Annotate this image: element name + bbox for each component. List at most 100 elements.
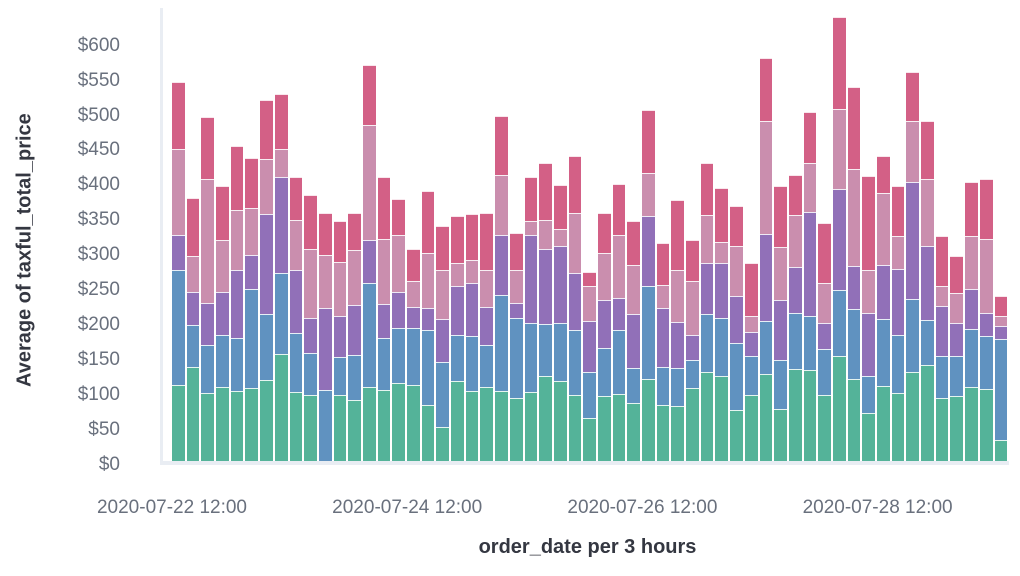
bar[interactable] (407, 249, 420, 461)
bar-segment-series-5[interactable] (495, 116, 508, 176)
bar-segment-series-5[interactable] (994, 296, 1008, 316)
bar-segment-series-2[interactable] (950, 356, 964, 396)
bar-segment-series-5[interactable] (216, 185, 229, 241)
bar[interactable] (583, 272, 596, 461)
bar-segment-series-3[interactable] (862, 312, 875, 376)
bar-segment-series-4[interactable] (686, 280, 699, 336)
bar-segment-series-5[interactable] (597, 212, 611, 253)
bar-segment-series-3[interactable] (744, 331, 758, 357)
bar-segment-series-1[interactable] (935, 398, 949, 461)
bar[interactable] (832, 17, 846, 461)
bar[interactable] (274, 94, 288, 461)
bar[interactable] (216, 185, 229, 461)
bar[interactable] (774, 186, 787, 461)
bar-segment-series-1[interactable] (362, 386, 376, 461)
bar-segment-series-2[interactable] (597, 348, 611, 396)
bar-segment-series-5[interactable] (289, 176, 303, 220)
bar-segment-series-5[interactable] (172, 82, 185, 150)
bar-segment-series-3[interactable] (891, 269, 905, 336)
bar-segment-series-2[interactable] (656, 366, 670, 406)
bar-segment-series-2[interactable] (803, 315, 817, 371)
bar[interactable] (818, 222, 831, 461)
bar-segment-series-5[interactable] (612, 184, 626, 235)
bar-segment-series-3[interactable] (935, 305, 949, 357)
bar[interactable] (509, 233, 523, 461)
bar-segment-series-2[interactable] (744, 356, 758, 396)
bar[interactable] (921, 121, 934, 461)
bar-segment-series-2[interactable] (480, 344, 494, 387)
bar[interactable] (451, 216, 464, 461)
bar-segment-series-3[interactable] (803, 212, 817, 316)
bar-segment-series-1[interactable] (260, 379, 273, 461)
bar-segment-series-1[interactable] (700, 371, 714, 461)
bar-segment-series-1[interactable] (289, 391, 303, 461)
bar-segment-series-4[interactable] (421, 253, 435, 308)
bar-segment-series-4[interactable] (965, 235, 978, 290)
bar-segment-series-3[interactable] (906, 182, 920, 299)
bar-segment-series-3[interactable] (304, 318, 317, 354)
bar-segment-series-1[interactable] (759, 373, 773, 461)
bar-segment-series-5[interactable] (377, 176, 391, 239)
bar-segment-series-5[interactable] (583, 272, 596, 286)
bar-segment-series-4[interactable] (744, 315, 758, 332)
bar-segment-series-4[interactable] (818, 282, 831, 323)
bar-segment-series-4[interactable] (921, 179, 934, 246)
bar-segment-series-4[interactable] (186, 255, 200, 292)
bar-segment-series-1[interactable] (627, 402, 640, 461)
bar-segment-series-1[interactable] (818, 394, 831, 461)
bar-segment-series-3[interactable] (979, 312, 993, 336)
bar-segment-series-4[interactable] (172, 149, 185, 236)
bar-segment-series-2[interactable] (318, 389, 332, 461)
bar-segment-series-3[interactable] (642, 215, 655, 287)
bar-segment-series-4[interactable] (627, 264, 640, 314)
bar-segment-series-2[interactable] (465, 335, 479, 392)
bar-segment-series-2[interactable] (407, 327, 420, 385)
bar-segment-series-5[interactable] (950, 255, 964, 293)
bar-segment-series-1[interactable] (524, 391, 538, 461)
bar-segment-series-2[interactable] (994, 339, 1008, 441)
bar-segment-series-1[interactable] (832, 356, 846, 461)
bar-segment-series-3[interactable] (480, 306, 494, 345)
bar[interactable] (642, 110, 655, 461)
bar-segment-series-5[interactable] (686, 240, 699, 281)
bar[interactable] (906, 72, 920, 461)
bar-segment-series-4[interactable] (465, 260, 479, 284)
bar-segment-series-1[interactable] (465, 391, 479, 461)
bar-segment-series-3[interactable] (950, 322, 964, 357)
bar-segment-series-4[interactable] (377, 238, 391, 305)
plot-area[interactable] (160, 8, 1009, 465)
bar-segment-series-2[interactable] (686, 359, 699, 389)
bar-segment-series-4[interactable] (612, 234, 626, 299)
bar-segment-series-3[interactable] (656, 307, 670, 367)
bar-segment-series-1[interactable] (583, 418, 596, 461)
bar-segment-series-1[interactable] (597, 396, 611, 461)
bar-segment-series-2[interactable] (289, 333, 303, 392)
bar-segment-series-3[interactable] (495, 234, 508, 295)
bar-segment-series-1[interactable] (436, 426, 450, 461)
bar-segment-series-4[interactable] (832, 109, 846, 190)
bar-segment-series-2[interactable] (348, 354, 361, 401)
bar-segment-series-4[interactable] (216, 240, 229, 292)
bar-segment-series-2[interactable] (421, 329, 435, 406)
bar-segment-series-2[interactable] (612, 329, 626, 394)
bar-segment-series-5[interactable] (318, 212, 332, 255)
bar-segment-series-4[interactable] (877, 192, 890, 265)
bar-segment-series-4[interactable] (994, 315, 1008, 327)
bar-segment-series-1[interactable] (509, 398, 523, 461)
bar-segment-series-2[interactable] (260, 313, 273, 380)
bar-segment-series-4[interactable] (274, 149, 288, 177)
bar-segment-series-5[interactable] (436, 226, 450, 271)
bar-segment-series-2[interactable] (774, 359, 787, 409)
bar-segment-series-4[interactable] (509, 270, 523, 304)
bar-segment-series-1[interactable] (862, 412, 875, 461)
bar-segment-series-4[interactable] (906, 121, 920, 183)
bar-segment-series-1[interactable] (730, 409, 743, 461)
bar-segment-series-2[interactable] (495, 294, 508, 392)
bar-segment-series-4[interactable] (597, 252, 611, 300)
bar[interactable] (568, 155, 582, 461)
bar-segment-series-2[interactable] (333, 356, 347, 396)
bar[interactable] (788, 175, 802, 461)
bar-segment-series-2[interactable] (642, 286, 655, 380)
bar-segment-series-3[interactable] (333, 316, 347, 357)
bar-segment-series-3[interactable] (289, 270, 303, 334)
